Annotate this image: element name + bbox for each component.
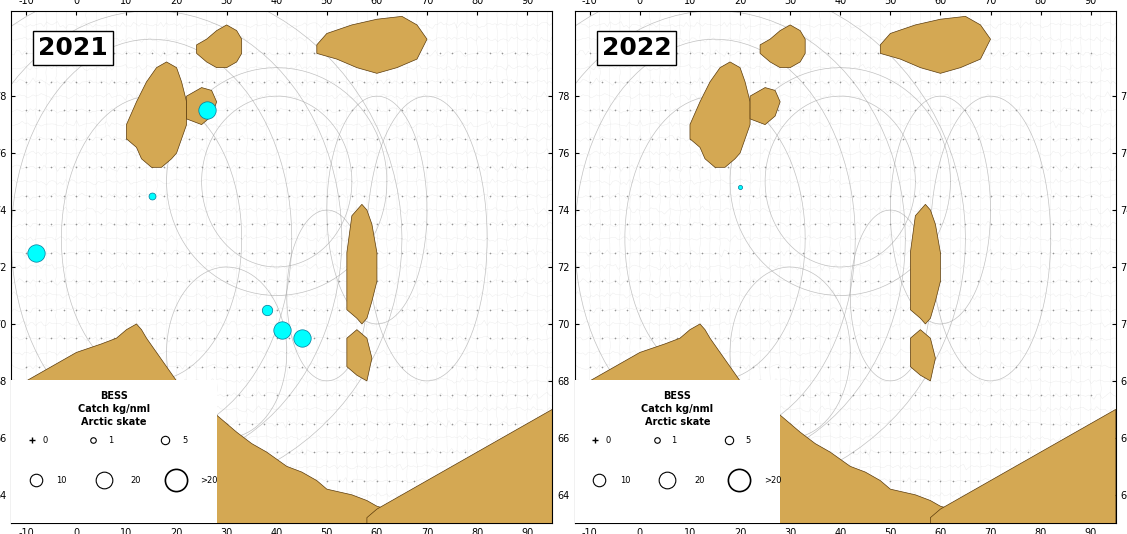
Polygon shape xyxy=(911,329,935,381)
Polygon shape xyxy=(11,324,552,523)
Polygon shape xyxy=(880,17,991,73)
Polygon shape xyxy=(126,62,187,167)
Polygon shape xyxy=(347,329,372,381)
Polygon shape xyxy=(931,410,1116,523)
Polygon shape xyxy=(317,17,427,73)
Polygon shape xyxy=(347,205,376,324)
Polygon shape xyxy=(196,25,241,68)
Polygon shape xyxy=(575,324,1116,523)
Polygon shape xyxy=(751,88,780,124)
Polygon shape xyxy=(911,205,940,324)
Polygon shape xyxy=(760,25,805,68)
Text: 2022: 2022 xyxy=(602,36,672,60)
Polygon shape xyxy=(367,410,552,523)
Polygon shape xyxy=(187,88,216,124)
Polygon shape xyxy=(690,62,751,167)
Text: 2021: 2021 xyxy=(38,36,108,60)
